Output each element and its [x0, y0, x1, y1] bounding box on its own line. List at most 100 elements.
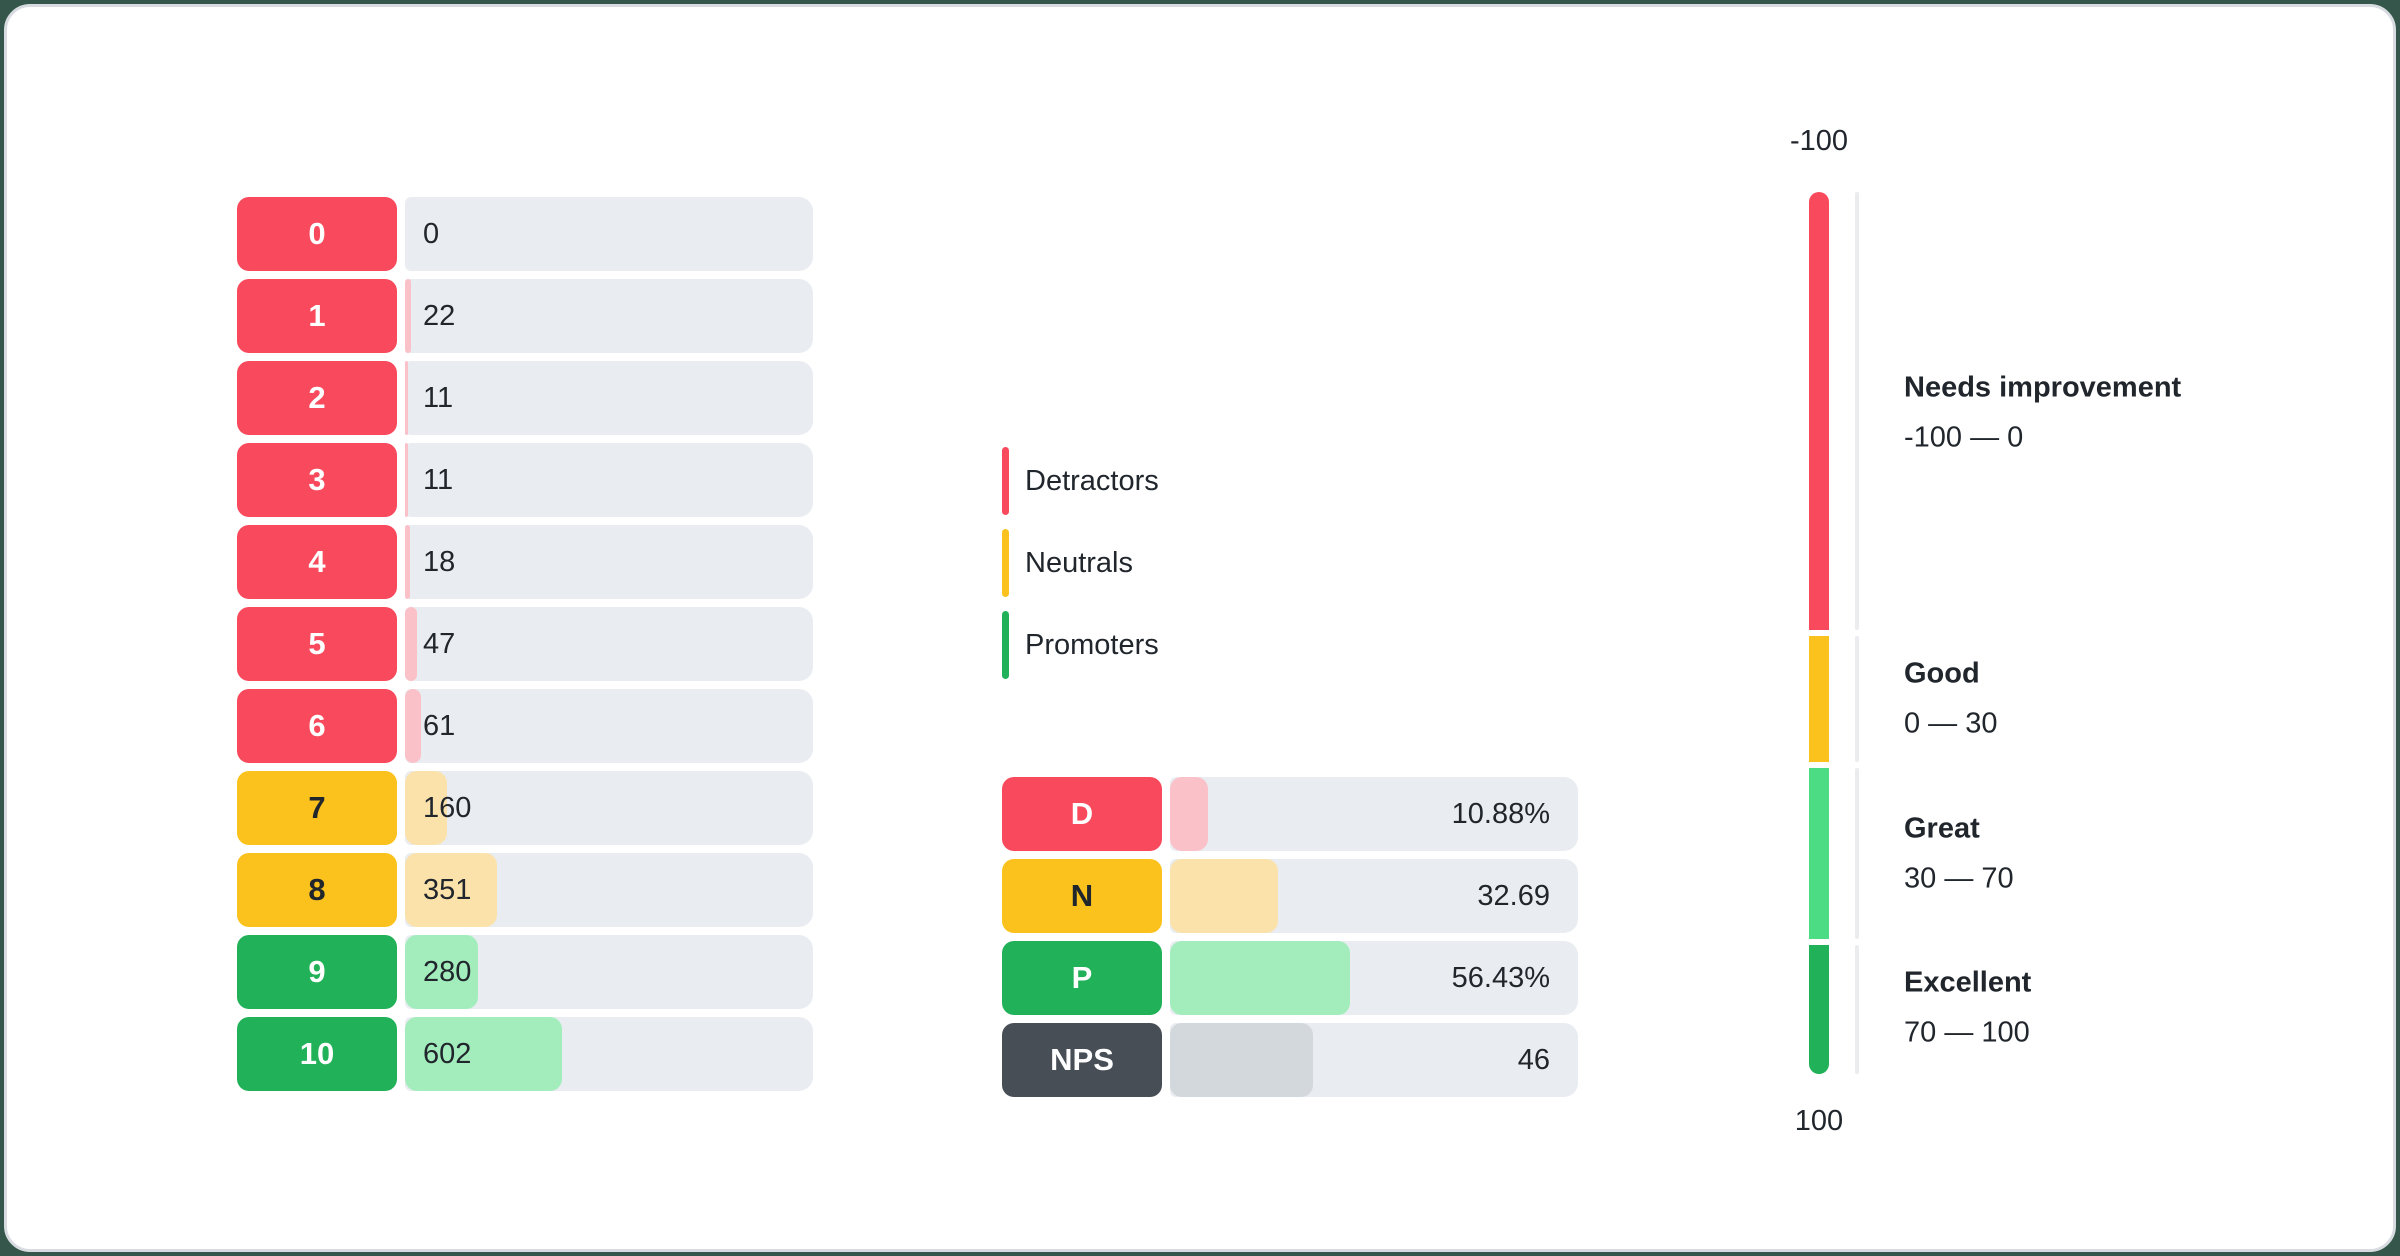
score-row-badge-0: 0: [237, 197, 397, 271]
bar-value: 160: [423, 791, 472, 824]
bar-fill: [1170, 1023, 1313, 1097]
score-row-badge-10: 10: [237, 1017, 397, 1091]
bar-value: 602: [423, 1037, 472, 1070]
bar-fill: [405, 689, 421, 763]
legend-item-neutrals[interactable]: Neutrals: [1002, 529, 1159, 597]
summary-row-n: N 32.69: [1002, 859, 1578, 933]
gauge-label-needs-improvement: Needs improvement -100 — 0: [1904, 371, 2181, 454]
bar-value: 56.43%: [1451, 961, 1550, 994]
bar-fill: [405, 443, 408, 517]
bar-fill: [405, 771, 447, 845]
score-row-badge-5: 5: [237, 607, 397, 681]
score-distribution-chart: 0 0 1 22 2 11 3 11 4 18 5 47 6 61 7 160 8 351 9 280 10 602: [237, 197, 813, 1091]
gauge-label-good: Good 0 — 30: [1904, 658, 1998, 741]
bar-fill: [405, 525, 410, 599]
gauge-label-range: 70 — 100: [1904, 1016, 2030, 1049]
bar-track: 0: [405, 197, 813, 271]
bar-fill: [405, 853, 497, 927]
score-row-5: 5 47: [237, 607, 813, 681]
bar-value: 0: [423, 217, 440, 250]
legend: Detractors Neutrals Promoters: [1002, 447, 1159, 679]
score-row-badge-2: 2: [237, 361, 397, 435]
gauge-segment-excellent: [1809, 944, 1829, 1074]
bar-value: 22: [423, 299, 456, 332]
gauge-label-title: Excellent: [1904, 966, 2032, 999]
bar-fill: [405, 607, 418, 681]
legend-item-promoters[interactable]: Promoters: [1002, 611, 1159, 679]
bar-fill: [1170, 777, 1208, 851]
bar-fill: [405, 1017, 563, 1091]
summary-row-nps: NPS 46: [1002, 1023, 1578, 1097]
gauge-label-range: 0 — 30: [1904, 707, 1998, 740]
bar-value: 280: [423, 955, 472, 988]
gauge-track: [1855, 768, 1859, 939]
gauge-label-range: 30 — 70: [1904, 862, 2014, 894]
bar-track: 160: [405, 771, 813, 845]
gauge-segment-needs-improvement: [1809, 192, 1829, 630]
gauge-label-excellent: Excellent 70 — 100: [1904, 966, 2031, 1049]
summary-row-badge-nps: NPS: [1002, 1023, 1162, 1097]
summary-row-p: P 56.43%: [1002, 941, 1578, 1015]
summary-row-badge-d: D: [1002, 777, 1162, 851]
detractors-marker-icon: [1002, 447, 1009, 515]
gauge-track: [1855, 636, 1859, 763]
bar-fill: [405, 935, 479, 1009]
gauge-label-great: Great 30 — 70: [1904, 812, 2014, 895]
score-row-4: 4 18: [237, 525, 813, 599]
summary-row-d: D 10.88%: [1002, 777, 1578, 851]
bar-track: 280: [405, 935, 813, 1009]
bar-value: 46: [1517, 1043, 1550, 1076]
bar-track: 10.88%: [1170, 777, 1578, 851]
score-row-badge-8: 8: [237, 853, 397, 927]
gauge-label-title: Great: [1904, 812, 1980, 844]
legend-label: Promoters: [1025, 628, 1159, 661]
score-row-badge-4: 4: [237, 525, 397, 599]
gauge-label-range: -100 — 0: [1904, 421, 2024, 453]
score-row-badge-9: 9: [237, 935, 397, 1009]
bar-track: 22: [405, 279, 813, 353]
legend-item-detractors[interactable]: Detractors: [1002, 447, 1159, 515]
bar-value: 11: [423, 381, 454, 414]
score-row-10: 10 602: [237, 1017, 813, 1091]
bar-track: 56.43%: [1170, 941, 1578, 1015]
score-row-8: 8 351: [237, 853, 813, 927]
bar-value: 47: [423, 627, 456, 660]
gauge-track: [1855, 944, 1859, 1074]
bar-track: 46: [1170, 1023, 1578, 1097]
legend-label: Detractors: [1025, 464, 1159, 497]
score-row-9: 9 280: [237, 935, 813, 1009]
bar-value: 10.88%: [1451, 797, 1550, 830]
bar-value: 18: [423, 545, 456, 578]
legend-label: Neutrals: [1025, 546, 1133, 579]
bar-track: 602: [405, 1017, 813, 1091]
score-row-1: 1 22: [237, 279, 813, 353]
gauge-max-label: 100: [1794, 1105, 1844, 1137]
bar-track: 11: [405, 361, 813, 435]
bar-value: 351: [423, 873, 472, 906]
bar-track: 61: [405, 689, 813, 763]
gauge-segment-great: [1809, 768, 1829, 939]
bar-track: 32.69: [1170, 859, 1578, 933]
score-row-badge-7: 7: [237, 771, 397, 845]
bar-track: 11: [405, 443, 813, 517]
bar-fill: [1170, 941, 1350, 1015]
summary-row-badge-n: N: [1002, 859, 1162, 933]
score-row-badge-1: 1: [237, 279, 397, 353]
gauge-label-title: Good: [1904, 657, 1980, 690]
score-row-3: 3 11: [237, 443, 813, 517]
score-row-6: 6 61: [237, 689, 813, 763]
bar-fill: [405, 361, 408, 435]
bar-value: 11: [423, 463, 454, 496]
gauge-label-title: Needs improvement: [1904, 371, 2182, 403]
bar-track: 18: [405, 525, 813, 599]
neutrals-marker-icon: [1002, 529, 1009, 597]
bar-track: 47: [405, 607, 813, 681]
nps-summary-chart: D 10.88% N 32.69 P 56.43% NPS 46: [1002, 777, 1578, 1097]
bar-value: 32.69: [1477, 879, 1550, 912]
gauge-track: [1855, 192, 1859, 630]
gauge-min-label: -100: [1789, 125, 1849, 157]
score-row-7: 7 160: [237, 771, 813, 845]
gauge-segment-good: [1809, 636, 1829, 763]
